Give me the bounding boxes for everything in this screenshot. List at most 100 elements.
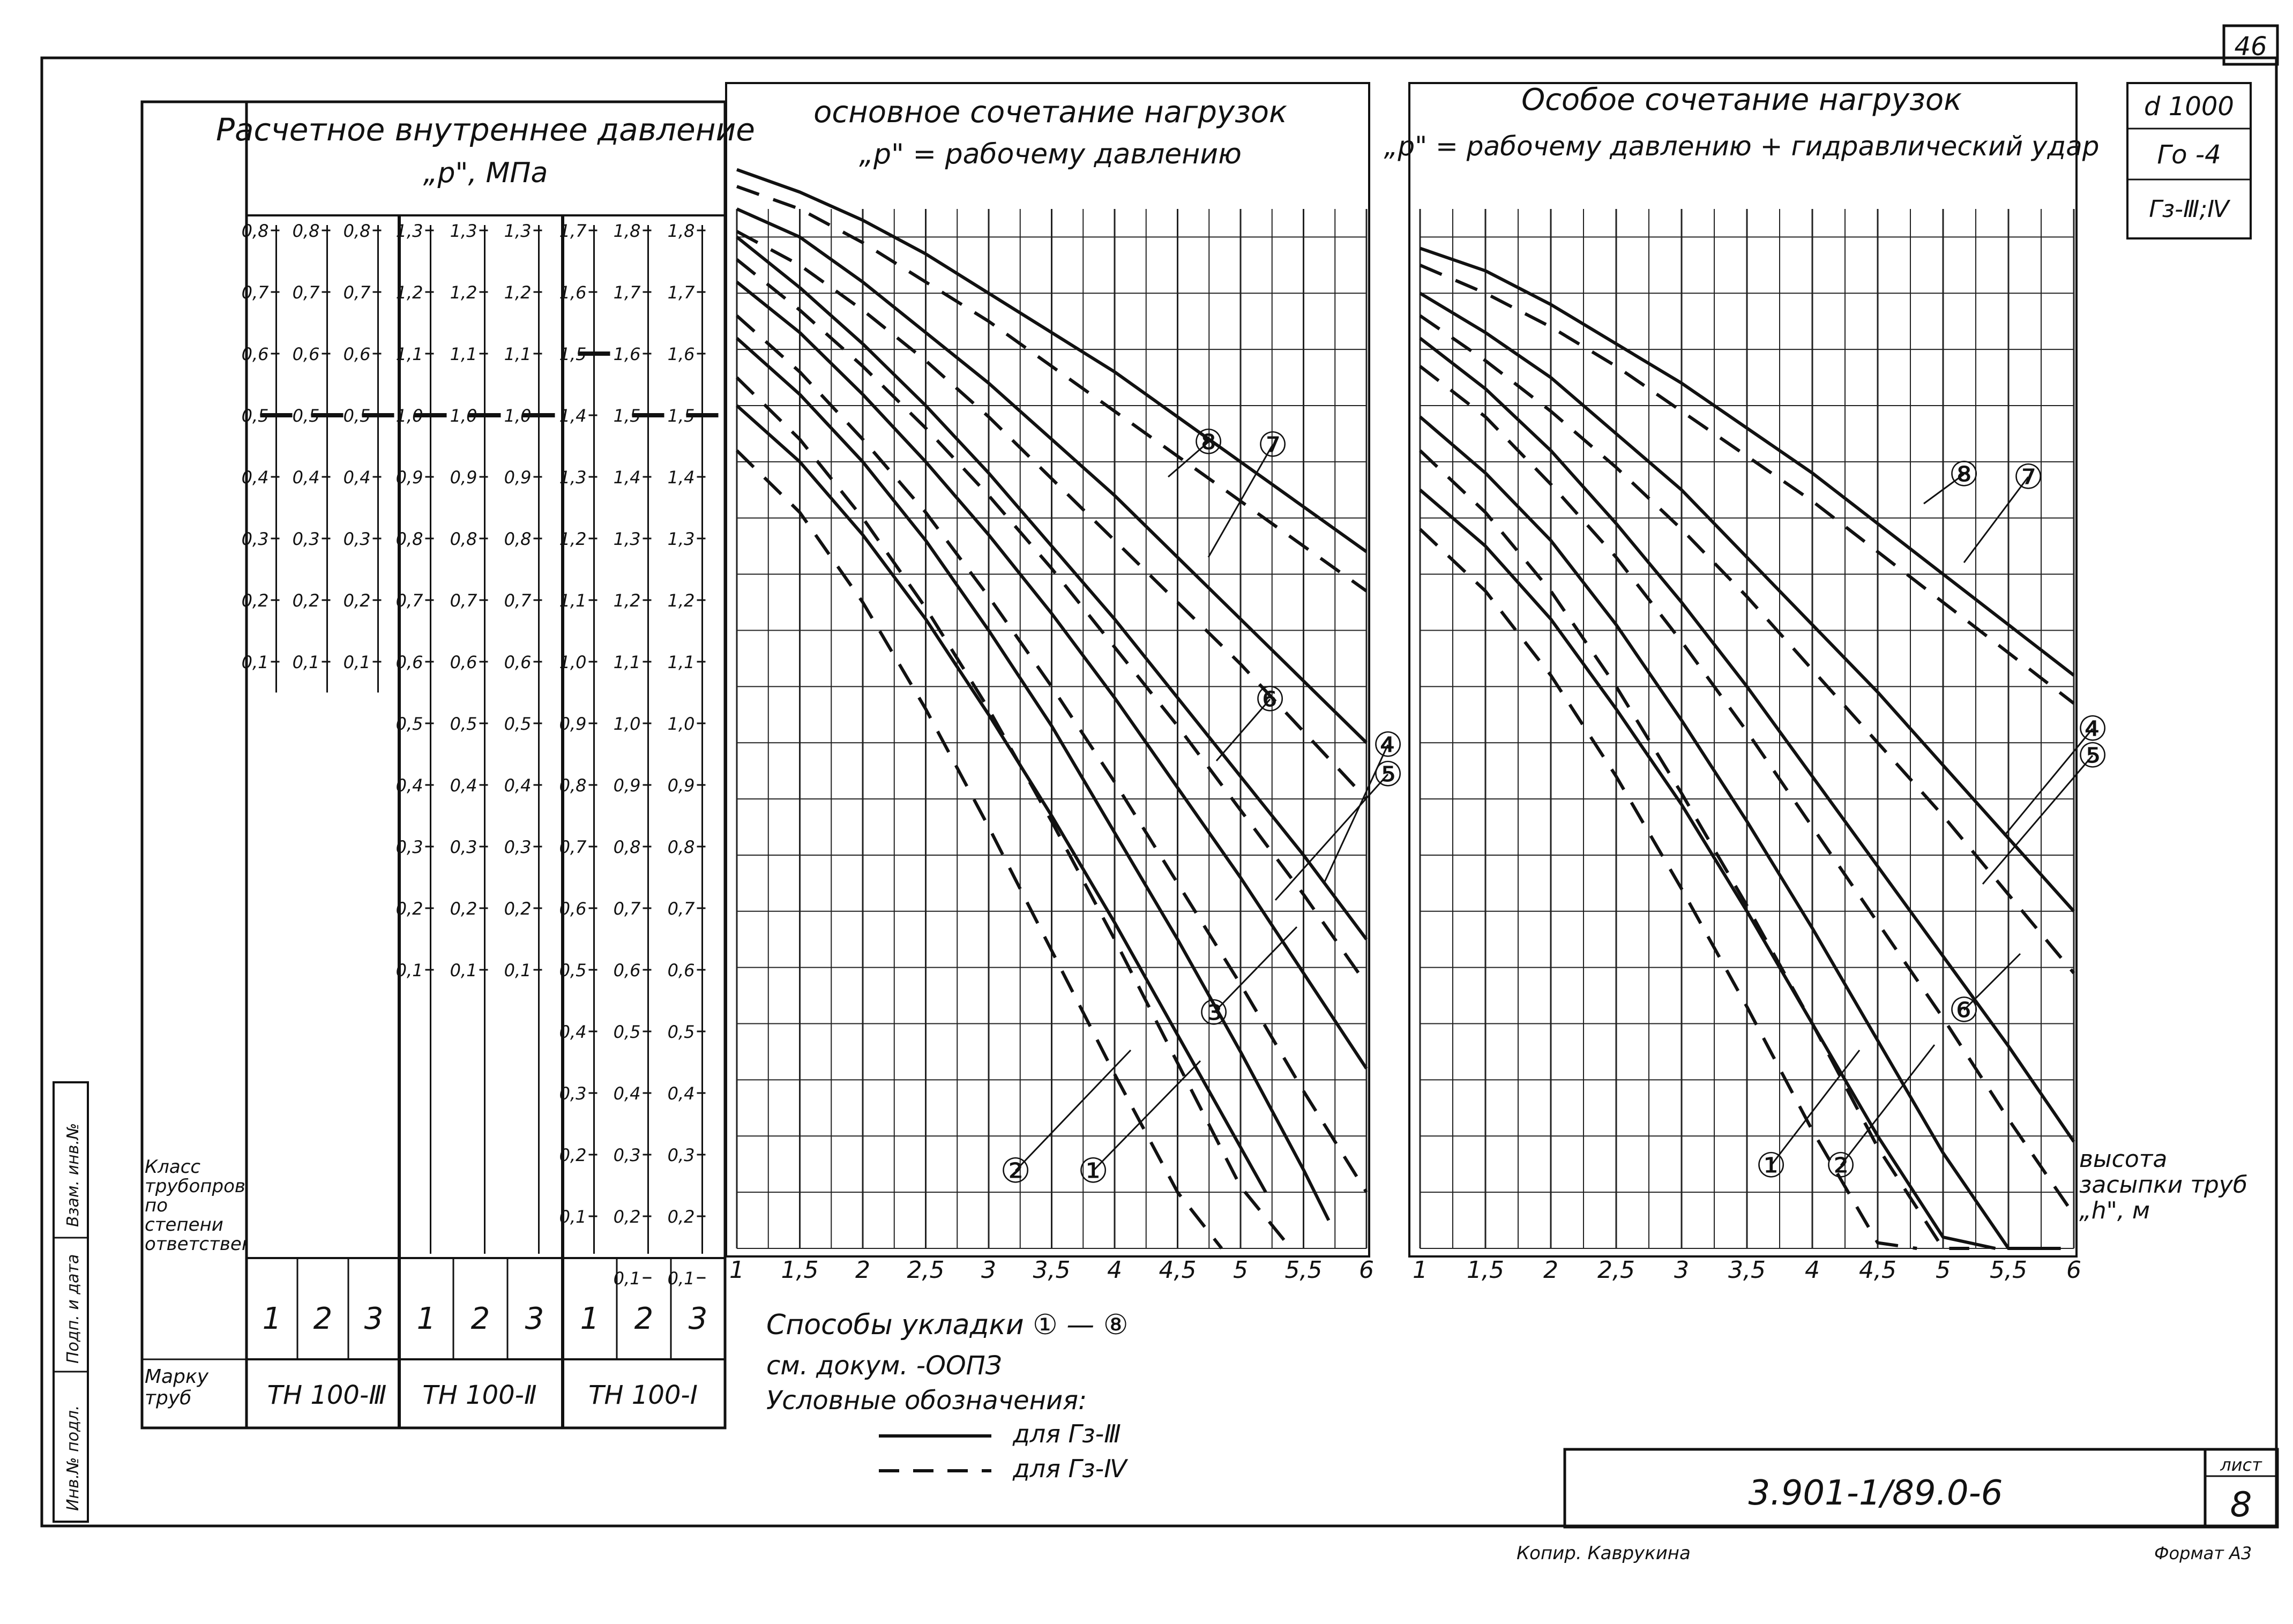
curve-2-solid (736, 336, 1331, 1221)
x-tick-label: 3,5 (1033, 1256, 1071, 1284)
pressure-tick-label: 0,7 (559, 837, 587, 857)
chart2-title: Особое сочетание нагрузок (1521, 83, 1962, 117)
pressure-tick-label: 1,3 (559, 467, 587, 488)
callout-leader (1168, 441, 1209, 478)
callout-leader (1770, 1050, 1861, 1166)
pressure-tick-label: 0,9 (668, 775, 695, 796)
pressure-tick-label: 0,9 (396, 467, 423, 488)
pressure-tick-label: 0,9 (559, 714, 587, 734)
pressure-tick-label: 1,4 (559, 406, 587, 426)
pressure-tick-label: 1,1 (614, 652, 641, 672)
pressure-tick-label: 0,2 (668, 1207, 695, 1227)
pressure-tick-label: 0,7 (396, 590, 424, 611)
chart-main-combination: основное сочетание нагрузок „р" = рабоче… (725, 82, 1403, 1284)
pressure-tick-label: 0,8 (343, 221, 371, 241)
curve-2-dashed (1418, 449, 1969, 1250)
pressure-tick-label: 0,2 (504, 899, 532, 919)
curve-6-dashed (1419, 314, 2075, 975)
x-tick-label: 2 (855, 1256, 870, 1284)
chart1-subtitle: „р" = рабочему давлению (859, 138, 1242, 170)
pressure-tick-label: 1,1 (504, 344, 532, 364)
class-number: 3 (364, 1301, 384, 1336)
callout-leader (1215, 699, 1271, 761)
pressure-tick-label: 0,8 (614, 837, 641, 857)
pressure-tick-label: 0,6 (396, 652, 423, 672)
format-label: Формат А3 (2154, 1543, 2252, 1563)
mark-label: Марку труб (145, 1366, 209, 1409)
curve-number-label: ② (1000, 1151, 1030, 1191)
pressure-tick-label: 0,3 (668, 1145, 695, 1165)
pressure-tick-label: 0,4 (450, 775, 477, 796)
chart1-title: основное сочетание нагрузок (813, 95, 1287, 130)
pressure-tick-label: 1,1 (559, 590, 587, 611)
class-number: 1 (263, 1301, 282, 1336)
pressure-tick-label: 0,8 (293, 221, 320, 241)
curve-2-dashed (735, 376, 1293, 1249)
x-tick-label: 4 (1805, 1256, 1820, 1284)
pressure-tick-label: 0,7 (450, 590, 478, 611)
callout-leader (1274, 774, 1389, 901)
pressure-tick-label: 1,3 (504, 221, 532, 241)
pressure-tick-label: 1,7 (559, 221, 587, 241)
stamp-inv: Инв.№ подл. (64, 1405, 83, 1511)
pressure-tick-label: 1,1 (396, 344, 423, 364)
pipe-mark: ТН 100-Ⅰ (588, 1380, 698, 1410)
title-block: 3.901-1/89.0-6 лист 8 (1563, 1448, 2279, 1529)
x-tick-label: 5 (1233, 1256, 1248, 1284)
curve-1-dashed (735, 449, 1223, 1249)
info-diameter: d 1000 (2144, 92, 2234, 122)
pressure-tick-label: 1,2 (450, 282, 477, 303)
callout-leader (1207, 444, 1274, 558)
pressure-tick-label: 0,9 (614, 775, 641, 796)
pressure-tick-label: 1,3 (668, 529, 695, 549)
pressure-tick-label: 1,0 (614, 714, 641, 734)
stamp-repl: Взам. инв.№ (64, 1123, 83, 1227)
pressure-tick-label: 0,1 (504, 960, 532, 981)
curve-number-label: ② (1825, 1146, 1856, 1186)
pressure-tick-label: 0,6 (559, 899, 587, 919)
pressure-tick-label: 0,7 (242, 282, 270, 303)
pressure-tick-label: 0,4 (242, 467, 269, 488)
pressure-tick-label: 0,8 (668, 837, 695, 857)
pressure-tick-label: 0,9 (450, 467, 477, 488)
curve-6-dashed (736, 230, 1368, 800)
pressure-tick-label: 1,8 (614, 221, 641, 241)
pressure-tick-label: 0,6 (242, 344, 269, 364)
pressure-tick-label: 1,2 (668, 590, 695, 611)
callout-leader (1213, 926, 1298, 1014)
curve-number-label: ⑧ (1193, 423, 1223, 462)
curve-4-dashed (736, 258, 1368, 985)
pressure-tick-label: 0,8 (396, 529, 423, 549)
callout-leader (1963, 476, 2029, 563)
pressure-tick-label: 1,3 (396, 221, 423, 241)
x-tick-label: 6 (2066, 1256, 2081, 1284)
pressure-tick-label: 0,4 (614, 1083, 641, 1104)
x-tick-label: 2,5 (1597, 1256, 1635, 1284)
pressure-tick-label: 0,3 (242, 529, 269, 549)
pressure-tick-label: 0,3 (614, 1145, 641, 1165)
pipe-mark: ТН 100-Ⅱ (422, 1380, 536, 1410)
callout-leader (1092, 1060, 1201, 1172)
pressure-tick-label: 1,0 (559, 652, 587, 672)
pressure-tick-label: 0,3 (504, 837, 532, 857)
curve-8-dashed (1419, 264, 2075, 705)
curve-8-dashed (736, 185, 1368, 593)
pressure-tick-label: 1,2 (396, 282, 423, 303)
x-tick-label: 5,5 (1285, 1256, 1323, 1284)
pressure-tick-label: 0,9 (504, 467, 532, 488)
curve-1-solid (1419, 489, 1996, 1250)
curve-1-dashed (1418, 528, 1917, 1250)
pressure-tick-label: 0,5 (614, 1022, 641, 1042)
curve-number-label: ④ (1372, 725, 1403, 765)
legend-conventions: Условные обозначения: (766, 1386, 1087, 1416)
pressure-tick-label: 1,0 (668, 714, 695, 734)
pressure-tick-label: 1,4 (614, 467, 641, 488)
curve-7-solid (1420, 246, 2075, 677)
pressure-tick-label: 1,1 (668, 652, 695, 672)
x-tick-label: 3 (1674, 1256, 1689, 1284)
curve-number-label: ⑦ (1257, 425, 1288, 465)
pressure-tick-label: 0,4 (293, 467, 320, 488)
chart-special-combination: Особое сочетание нагрузок „р" = рабочему… (1384, 82, 2108, 1284)
info-cover: Гo -4 (2157, 140, 2221, 170)
